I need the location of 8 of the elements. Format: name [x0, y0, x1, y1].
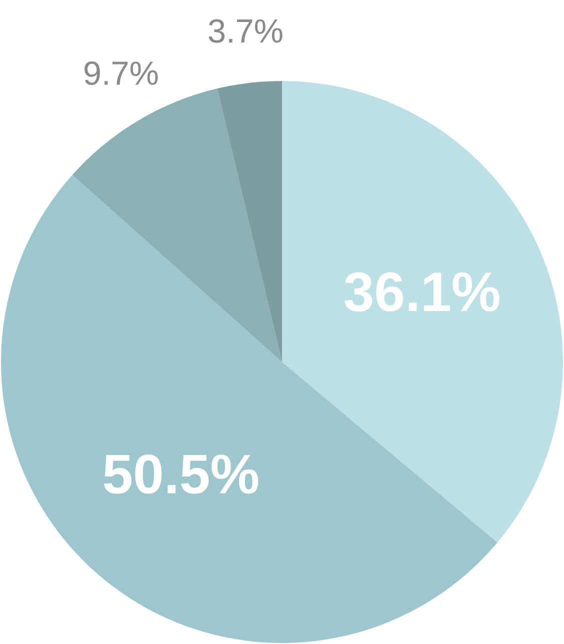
data-label: 36.1% [344, 272, 500, 312]
pie-slice [217, 81, 282, 362]
data-label: 9.7% [84, 61, 158, 86]
pie-slice [282, 81, 563, 542]
pie-slice [72, 88, 282, 362]
data-label: 50.5% [104, 454, 258, 494]
pie-slice [1, 174, 498, 643]
data-label: 3.7% [208, 19, 282, 43]
